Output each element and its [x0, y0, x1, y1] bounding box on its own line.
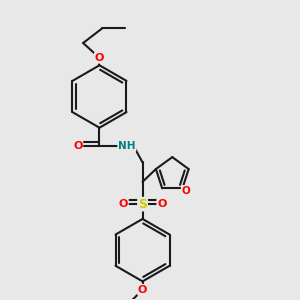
- Text: NH: NH: [118, 141, 136, 151]
- Text: S: S: [138, 198, 147, 211]
- Text: O: O: [118, 199, 128, 209]
- Text: O: O: [73, 141, 83, 151]
- Text: O: O: [157, 199, 167, 209]
- Text: O: O: [182, 186, 190, 196]
- Text: O: O: [138, 285, 147, 295]
- Text: O: O: [95, 53, 104, 63]
